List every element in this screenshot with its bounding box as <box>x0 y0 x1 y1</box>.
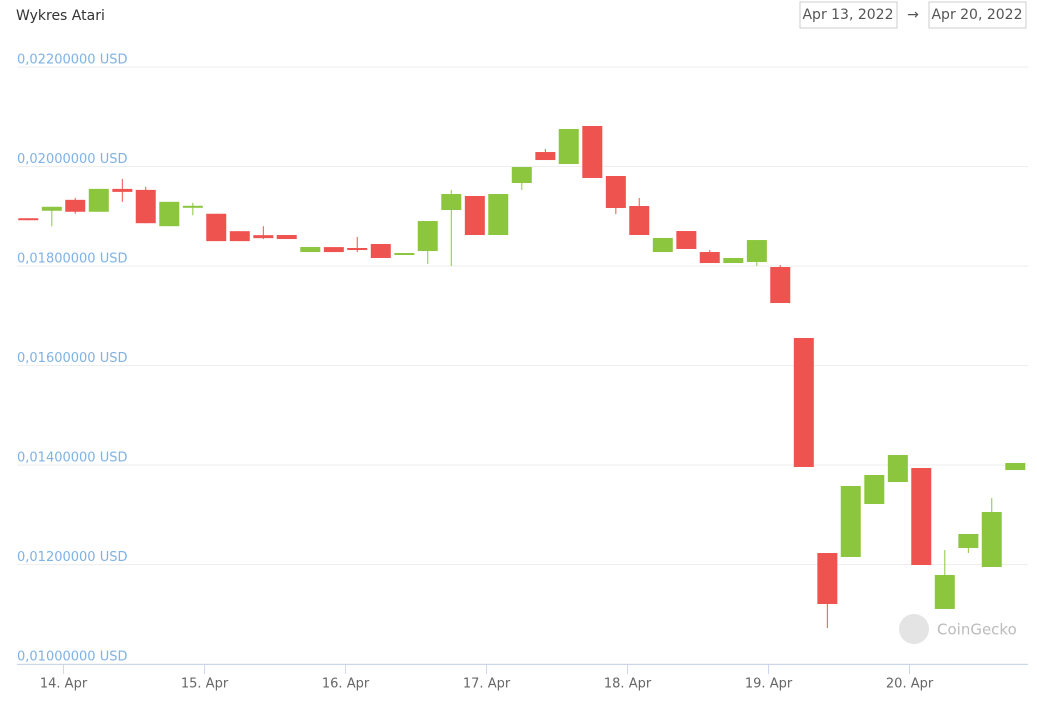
candle-body <box>840 485 861 557</box>
candle-body <box>394 253 415 256</box>
date-from-box[interactable] <box>799 1 898 29</box>
y-tick-label: 0,01800000 USD <box>17 252 127 267</box>
candle-body <box>934 574 955 609</box>
candle-body <box>887 455 908 483</box>
candle-body <box>605 176 626 208</box>
candle-body <box>88 188 109 212</box>
candle-body <box>323 247 344 253</box>
x-tick-label: 16. Apr <box>322 677 370 692</box>
candle-body <box>417 221 438 252</box>
date-to-box[interactable] <box>928 1 1027 29</box>
x-tick-label: 17. Apr <box>463 677 511 692</box>
date-separator: → <box>907 7 919 23</box>
x-tick-label: 14. Apr <box>40 677 88 692</box>
candle-body <box>511 166 532 184</box>
candle-body <box>112 188 133 192</box>
candle-body <box>1005 463 1026 471</box>
candle-body <box>676 231 697 249</box>
candle-body <box>699 252 720 264</box>
candle-body <box>488 194 509 236</box>
candle-body <box>535 152 556 161</box>
y-tick-label: 0,01400000 USD <box>17 451 127 466</box>
candle-body <box>864 474 885 505</box>
candle-body <box>629 206 650 236</box>
chart-title: Wykres Atari <box>16 8 105 24</box>
candle-body <box>347 247 368 251</box>
x-tick-label: 19. Apr <box>745 677 793 692</box>
candle-body <box>159 201 180 227</box>
x-tick-label: 20. Apr <box>886 677 934 692</box>
candle-body <box>182 205 203 208</box>
candle-body <box>206 213 227 242</box>
candle-body <box>817 553 838 605</box>
candle-body <box>746 240 767 263</box>
x-tick-label: 15. Apr <box>181 677 229 692</box>
y-tick-label: 0,01600000 USD <box>17 351 127 366</box>
date-to[interactable]: Apr 20, 2022 <box>931 7 1022 23</box>
y-tick-label: 0,02000000 USD <box>17 152 127 167</box>
candle-body <box>558 128 579 165</box>
candle-body <box>253 235 274 239</box>
candle-body <box>41 206 62 211</box>
watermark: CoinGecko <box>937 621 1017 639</box>
date-from[interactable]: Apr 13, 2022 <box>802 7 893 23</box>
candle-body <box>770 266 791 304</box>
y-tick-label: 0,01000000 USD <box>17 650 127 665</box>
x-tick-label: 18. Apr <box>604 677 652 692</box>
candle-body <box>958 534 979 548</box>
y-tick-label: 0,01200000 USD <box>17 550 127 565</box>
candle-body <box>276 235 297 240</box>
candle-body <box>911 467 932 565</box>
candle-body <box>441 194 462 211</box>
watermark-logo <box>899 614 929 644</box>
candle-body <box>65 199 86 212</box>
candle-body <box>300 246 321 253</box>
candle-body <box>370 244 391 258</box>
candle-body <box>135 189 156 224</box>
candle-body <box>723 257 744 264</box>
candle-body <box>981 512 1002 567</box>
y-tick-label: 0,02200000 USD <box>17 53 127 68</box>
candle-body <box>582 126 603 178</box>
candle-body <box>793 337 814 467</box>
candle-body <box>652 237 673 253</box>
candle-body <box>229 231 250 242</box>
candle-body <box>464 196 485 236</box>
candle-body <box>18 218 39 221</box>
